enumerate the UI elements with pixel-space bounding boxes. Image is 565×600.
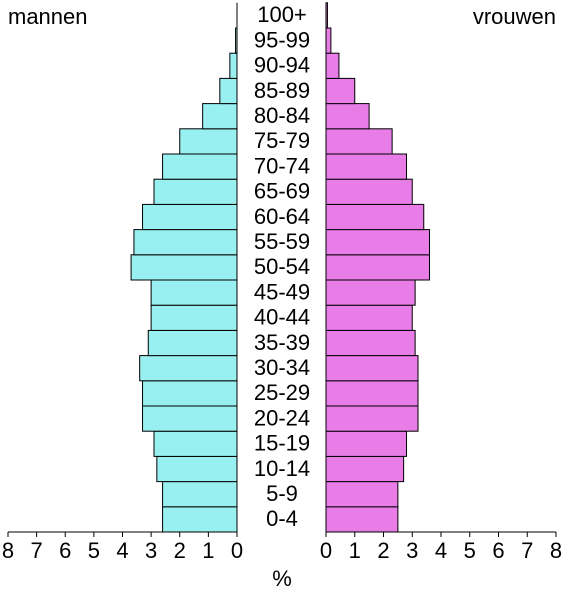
x-tick-label: 3 <box>406 538 418 563</box>
x-tick-label: 0 <box>320 538 332 563</box>
bar <box>325 430 407 457</box>
bar <box>156 455 238 483</box>
bar <box>162 481 238 508</box>
category-label: 100+ <box>257 2 307 27</box>
bar <box>325 355 419 382</box>
category-label: 10-14 <box>254 456 310 481</box>
x-tick-label: 4 <box>435 538 447 563</box>
x-tick-label: 5 <box>464 538 476 563</box>
bar <box>142 380 238 407</box>
bar <box>325 77 356 105</box>
bar <box>162 506 238 533</box>
x-tick-label: 5 <box>88 538 100 563</box>
legend-label: vrouwen <box>473 4 556 29</box>
category-label: 50-54 <box>254 254 310 279</box>
category-label: 0-4 <box>266 506 298 531</box>
category-label: 15-19 <box>254 431 310 456</box>
x-tick-label: 7 <box>31 538 43 563</box>
bar <box>153 430 238 457</box>
category-label: 65-69 <box>254 179 310 204</box>
bar <box>229 52 238 79</box>
x-tick-label: 6 <box>492 538 504 563</box>
bar <box>219 77 238 105</box>
category-label: 40-44 <box>254 305 310 330</box>
category-label: 55-59 <box>254 229 310 254</box>
x-tick-label: 1 <box>202 538 214 563</box>
x-axis-label: % <box>272 566 292 591</box>
bar <box>202 103 238 130</box>
bar <box>162 153 238 180</box>
bar <box>325 103 370 130</box>
bar <box>139 355 238 382</box>
bar <box>325 455 405 483</box>
bar <box>325 279 416 306</box>
bar <box>179 128 238 155</box>
x-tick-label: 8 <box>2 538 14 563</box>
bar <box>325 506 399 533</box>
bar <box>133 229 238 256</box>
x-tick-label: 4 <box>116 538 128 563</box>
bar <box>325 405 419 432</box>
category-label: 45-49 <box>254 279 310 304</box>
bar <box>153 178 238 205</box>
category-label: 75-79 <box>254 128 310 153</box>
category-label: 30-34 <box>254 355 310 380</box>
category-label: 25-29 <box>254 380 310 405</box>
bar <box>325 27 332 54</box>
bar <box>325 329 416 357</box>
x-tick-label: 1 <box>349 538 361 563</box>
category-label: 35-39 <box>254 330 310 355</box>
bar <box>325 128 393 155</box>
x-tick-label: 2 <box>174 538 186 563</box>
bar <box>325 481 399 508</box>
bar <box>325 380 419 407</box>
category-label: 5-9 <box>266 481 298 506</box>
bar <box>325 304 413 331</box>
bar <box>142 203 238 231</box>
bar <box>325 229 430 256</box>
bar <box>325 178 413 205</box>
x-tick-label: 3 <box>145 538 157 563</box>
category-label: 95-99 <box>254 27 310 52</box>
x-tick-label: 7 <box>521 538 533 563</box>
bar <box>130 254 238 281</box>
category-label: 85-89 <box>254 78 310 103</box>
category-label: 70-74 <box>254 153 310 178</box>
category-label: 60-64 <box>254 204 310 229</box>
x-tick-label: 6 <box>59 538 71 563</box>
bar <box>325 153 407 180</box>
category-label: 80-84 <box>254 103 310 128</box>
bar <box>142 405 238 432</box>
bar <box>325 52 340 79</box>
x-tick-label: 8 <box>550 538 562 563</box>
x-tick-label: 2 <box>377 538 389 563</box>
x-tick-label: 0 <box>231 538 243 563</box>
bar <box>325 254 430 281</box>
legend-label: mannen <box>8 4 88 29</box>
category-label: 90-94 <box>254 53 310 78</box>
bar <box>150 279 238 306</box>
category-label: 20-24 <box>254 405 310 430</box>
bar <box>147 329 238 357</box>
bar <box>325 203 425 231</box>
bar <box>150 304 238 331</box>
